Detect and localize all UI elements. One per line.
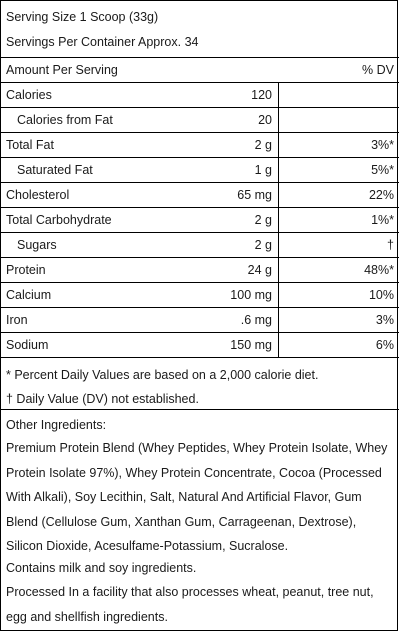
table-row: Calcium 100 mg 10% [1, 283, 399, 308]
nutrient-dv: 48%* [364, 263, 394, 277]
dv-header: % DV [362, 63, 394, 77]
table-header: Amount Per Serving % DV [1, 58, 399, 83]
serving-info: Serving Size 1 Scoop (33g) Servings Per … [1, 1, 399, 58]
servings-per-container: Servings Per Container Approx. 34 [6, 35, 199, 49]
nutrient-name: Calories [6, 88, 52, 102]
ingredients-text: Premium Protein Blend (Whey Peptides, Wh… [6, 441, 388, 553]
table-row: Calories from Fat 20 [1, 108, 399, 133]
nutrient-amount: 20 [258, 113, 272, 127]
nutrient-dv: † [387, 238, 394, 252]
table-row: Iron .6 mg 3% [1, 308, 399, 333]
nutrient-amount: 1 g [254, 163, 272, 177]
serving-size: Serving Size 1 Scoop (33g) [6, 10, 159, 24]
nutrient-name: Iron [6, 313, 28, 327]
dv-not-established-footnote: † Daily Value (DV) not established. [6, 392, 199, 406]
nutrient-name: Sodium [6, 338, 49, 352]
nutrient-name: Saturated Fat [17, 163, 93, 177]
allergen-statement: Contains milk and soy ingredients. [6, 561, 197, 575]
nutrient-amount: 150 mg [230, 338, 272, 352]
table-row: Protein 24 g 48%* [1, 258, 399, 283]
nutrient-name: Protein [6, 263, 46, 277]
nutrient-dv: 6% [375, 338, 394, 352]
nutrient-dv: 3% [375, 313, 394, 327]
column-divider [278, 83, 279, 358]
nutrient-dv: 5%* [371, 163, 394, 177]
nutrient-name: Calcium [6, 288, 52, 302]
facility-statement: Processed In a facility that also proces… [6, 585, 374, 624]
nutrient-amount: 100 mg [230, 288, 272, 302]
nutrient-amount: .6 mg [240, 313, 272, 327]
nutrient-amount: 65 mg [237, 188, 272, 202]
table-row: Total Fat 2 g 3%* [1, 133, 399, 158]
nutrient-amount: 24 g [247, 263, 272, 277]
nutrient-amount: 2 g [254, 138, 272, 152]
nutrient-name: Calories from Fat [17, 113, 113, 127]
nutrient-name: Total Carbohydrate [6, 213, 112, 227]
table-row: Sugars 2 g † [1, 233, 399, 258]
table-row: Sodium 150 mg 6% [1, 333, 399, 358]
table-row: Total Carbohydrate 2 g 1%* [1, 208, 399, 233]
amount-per-serving-label: Amount Per Serving [6, 63, 118, 77]
nutrient-dv: 1%* [371, 213, 394, 227]
nutrient-name: Sugars [17, 238, 57, 252]
nutrient-dv: 3%* [371, 138, 394, 152]
nutrient-name: Total Fat [6, 138, 54, 152]
nutrient-amount: 120 [251, 88, 272, 102]
table-row: Cholesterol 65 mg 22% [1, 183, 399, 208]
nutrient-dv: 10% [368, 288, 394, 302]
table-row: Calories 120 [1, 83, 399, 108]
nutrient-name: Cholesterol [6, 188, 70, 202]
footnotes: * Percent Daily Values are based on a 2,… [1, 358, 399, 410]
other-ingredients-label: Other Ingredients: [6, 418, 107, 432]
nutrient-dv: 22% [368, 188, 394, 202]
nutrient-amount: 2 g [254, 213, 272, 227]
percent-dv-footnote: * Percent Daily Values are based on a 2,… [6, 368, 319, 382]
nutrient-amount: 2 g [254, 238, 272, 252]
table-row: Saturated Fat 1 g 5%* [1, 158, 399, 183]
